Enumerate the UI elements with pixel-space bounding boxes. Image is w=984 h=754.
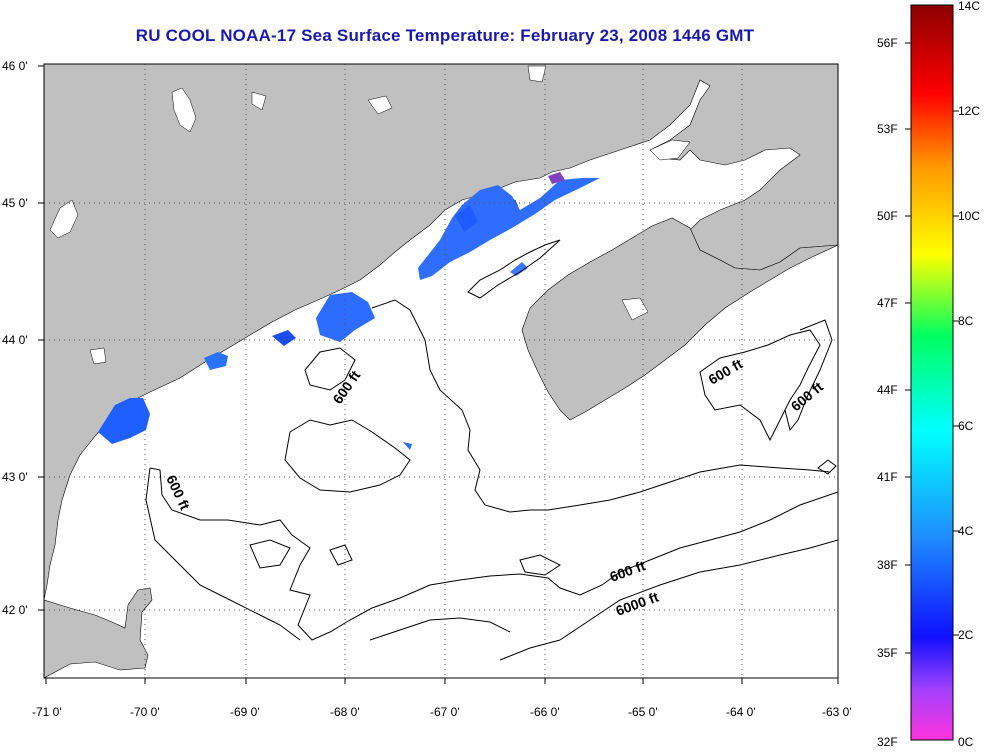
lon-tick-label: -70 0' <box>130 705 160 719</box>
colorbar-c-label: 6C <box>958 419 974 433</box>
colorbar-c-label: 4C <box>958 524 974 538</box>
lat-tick-label: 42 0' <box>2 603 28 617</box>
depth-contours <box>145 239 838 661</box>
colorbar-f-label: 50F <box>877 209 898 223</box>
colorbar-f-label: 44F <box>877 383 898 397</box>
lon-tick-label: -65 0' <box>628 705 658 719</box>
lat-tick-label: 44 0' <box>2 333 28 347</box>
colorbar-f-label: 38F <box>877 558 898 572</box>
lon-tick-label: -66 0' <box>530 705 560 719</box>
colorbar-c-label: 2C <box>958 628 974 642</box>
lon-tick-label: -67 0' <box>430 705 460 719</box>
colorbar: 14C 12C 10C 8C 6C 4C 2C 0C 56F 53F 50F 4… <box>877 0 980 749</box>
lon-tick-label: -69 0' <box>230 705 260 719</box>
sst-patches <box>98 172 600 450</box>
colorbar-f-label: 56F <box>877 36 898 50</box>
lon-tick-label: -71 0' <box>32 705 62 719</box>
colorbar-c-label: 12C <box>958 104 980 118</box>
colorbar-c-label: 8C <box>958 314 974 328</box>
colorbar-f-label: 32F <box>877 735 898 749</box>
colorbar-f-label: 47F <box>877 296 898 310</box>
land-cape-cod <box>44 587 153 678</box>
lon-tick-label: -68 0' <box>330 705 360 719</box>
lon-tick-label: -63 0' <box>822 705 852 719</box>
lat-tick-label: 43 0' <box>2 470 28 484</box>
colorbar-f-label: 35F <box>877 646 898 660</box>
colorbar-c-label: 10C <box>958 209 980 223</box>
colorbar-c-label: 14C <box>958 0 980 13</box>
lon-tick-label: -64 0' <box>726 705 756 719</box>
colorbar-c-label: 0C <box>958 735 974 749</box>
land-nova-scotia <box>521 217 838 421</box>
lat-tick-label: 45 0' <box>2 196 28 210</box>
cloud-holes <box>49 65 691 365</box>
map-title: RU COOL NOAA-17 Sea Surface Temperature:… <box>135 26 755 45</box>
colorbar-f-label: 53F <box>877 122 898 136</box>
colorbar-f-label: 41F <box>877 470 898 484</box>
lat-tick-label: 46 0' <box>2 59 28 73</box>
